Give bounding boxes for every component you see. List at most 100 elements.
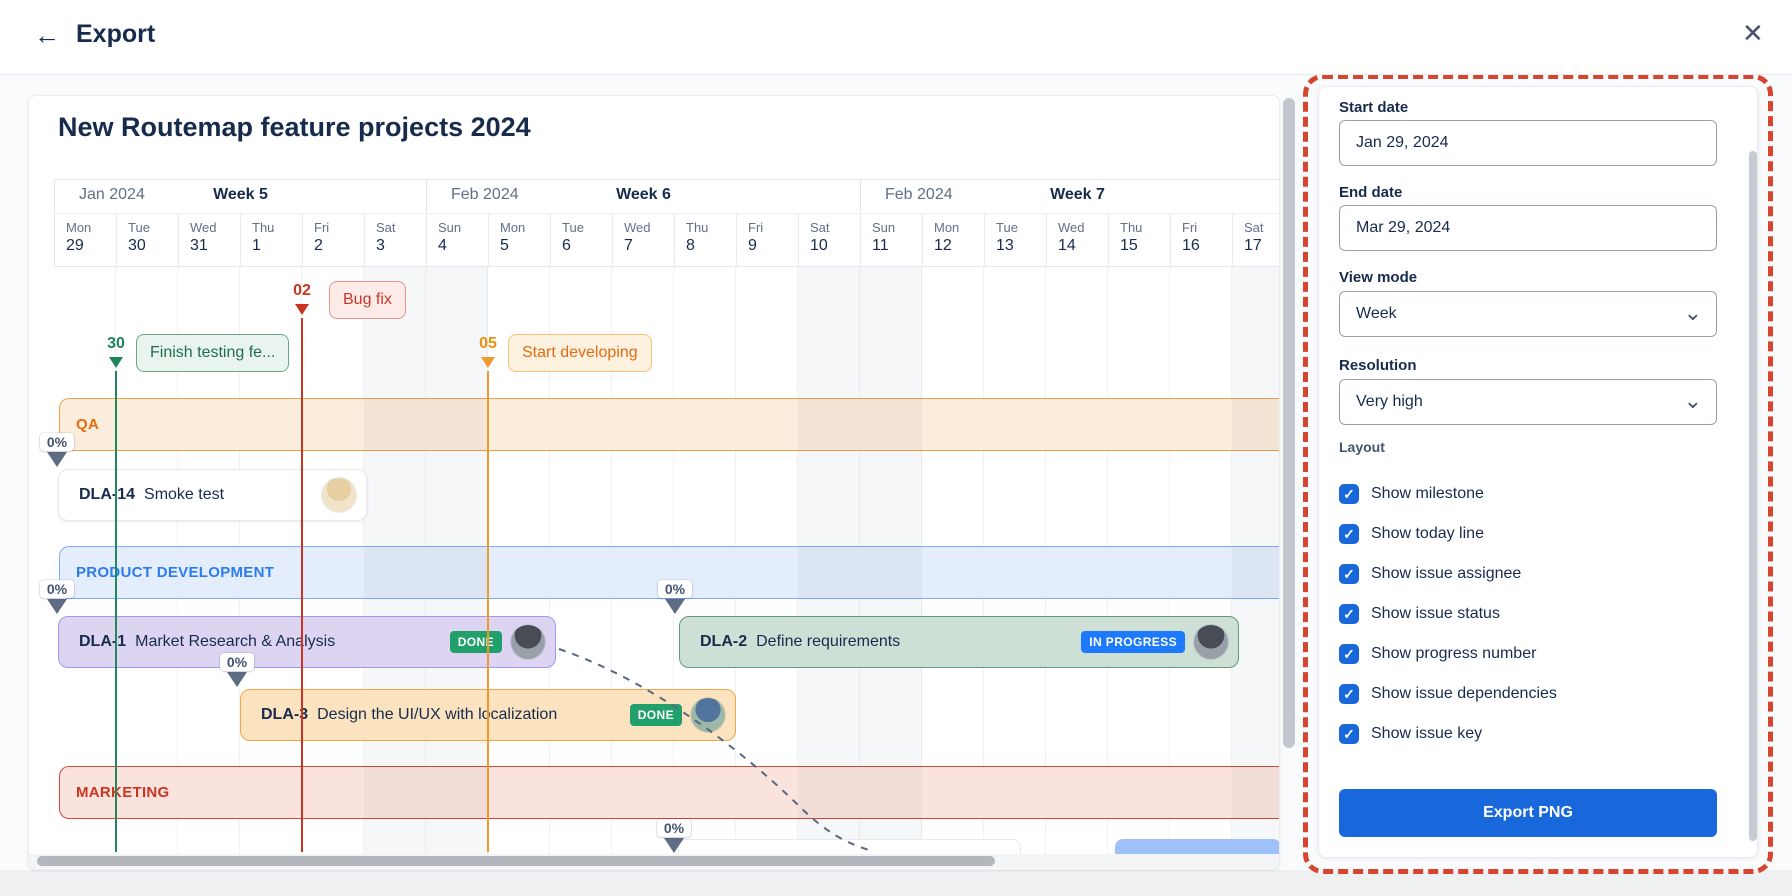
day-cell: Tue 30 <box>117 214 179 266</box>
progress-pointer-icon <box>47 452 67 467</box>
milestone-date: 02 <box>293 282 311 299</box>
milestone-chip: Finish testing fe... <box>136 334 290 372</box>
day-cell: Sat 17 <box>1233 214 1279 266</box>
assignee-avatar <box>511 625 545 659</box>
checkbox-show-issue-key[interactable]: ✓ Show issue key <box>1339 720 1729 748</box>
week-label: Week 5 <box>213 186 268 203</box>
day-cell: Thu 15 <box>1109 214 1171 266</box>
day-cell: Mon 29 <box>55 214 117 266</box>
section-label: QA <box>76 416 100 433</box>
checkbox-show-today-line[interactable]: ✓ Show today line <box>1339 520 1729 548</box>
checkbox-show-issue-assignee[interactable]: ✓ Show issue assignee <box>1339 560 1729 588</box>
month-label: Feb 2024 <box>451 186 519 203</box>
issue-name: Market Research & Analysis <box>135 633 336 650</box>
section-label: PRODUCT DEVELOPMENT <box>76 564 275 581</box>
weekend-shading <box>364 267 488 854</box>
resolution-value: Very high <box>1356 393 1423 410</box>
section-label: MARKETING <box>76 784 170 801</box>
day-cell: Thu 8 <box>675 214 737 266</box>
timeline-group: Feb 2024 Week 7 <box>861 180 1279 212</box>
milestone-chip: Start developing <box>508 334 652 372</box>
checkbox-checked-icon[interactable]: ✓ <box>1339 644 1359 664</box>
back-arrow-icon[interactable]: ← <box>34 20 60 50</box>
day-cell: Sun 4 <box>427 214 489 266</box>
checkbox-label: Show today line <box>1371 525 1484 542</box>
end-date-input[interactable]: Mar 29, 2024 <box>1339 205 1717 251</box>
day-cell: Wed 7 <box>613 214 675 266</box>
resolution-select[interactable]: Very high ⌄ <box>1339 379 1717 425</box>
day-cell: Sat 3 <box>365 214 427 266</box>
checkbox-label: Show milestone <box>1371 485 1484 502</box>
start-date-label: Start date <box>1339 99 1409 116</box>
week-label: Week 7 <box>1050 186 1105 203</box>
progress-marker: 0% <box>29 580 89 614</box>
checkbox-checked-icon[interactable]: ✓ <box>1339 604 1359 624</box>
milestone-marker-icon <box>109 357 123 368</box>
timeline-group: Feb 2024 Week 6 <box>427 180 861 212</box>
weekend-shading <box>1232 267 1279 854</box>
issue-name: Smoke test <box>144 486 225 503</box>
milestone-marker-icon <box>481 357 495 368</box>
checkbox-label: Show issue dependencies <box>1371 685 1557 702</box>
checkbox-show-progress-number[interactable]: ✓ Show progress number <box>1339 640 1729 668</box>
day-cell: Fri 2 <box>303 214 365 266</box>
checkbox-checked-icon[interactable]: ✓ <box>1339 564 1359 584</box>
layout-section-label: Layout <box>1339 439 1385 455</box>
milestone-chip: Bug fix <box>329 281 406 319</box>
chart-title: New Routemap feature projects 2024 <box>58 112 531 142</box>
week-label: Week 6 <box>616 186 671 203</box>
milestone-line-start-developing <box>487 371 489 852</box>
assignee-avatar <box>1194 625 1228 659</box>
progress-pointer-icon <box>227 672 247 687</box>
horizontal-scrollbar-thumb[interactable] <box>37 856 995 866</box>
gantt-preview-card: New Routemap feature projects 2024 Jan 2… <box>28 95 1280 870</box>
milestone-marker-icon <box>295 304 309 315</box>
checkbox-show-issue-dependencies[interactable]: ✓ Show issue dependencies <box>1339 680 1729 708</box>
progress-pointer-icon <box>664 838 684 853</box>
checkbox-checked-icon[interactable]: ✓ <box>1339 484 1359 504</box>
day-cell: Mon 5 <box>489 214 551 266</box>
timeline-group-header: Jan 2024 Week 5 Feb 2024 Week 6 Feb 2024… <box>54 179 1279 213</box>
checkbox-checked-icon[interactable]: ✓ <box>1339 524 1359 544</box>
task-bar-dla-14: DLA-14 Smoke test <box>58 469 367 521</box>
panel-scrollbar-thumb[interactable] <box>1749 151 1757 841</box>
resolution-label: Resolution <box>1339 357 1417 374</box>
checkbox-show-milestone[interactable]: ✓ Show milestone <box>1339 480 1729 508</box>
assignee-avatar <box>322 478 356 512</box>
issue-key: DLA-14 <box>79 486 136 503</box>
issue-key: DLA-1 <box>79 633 127 650</box>
close-icon[interactable]: ✕ <box>1742 18 1764 48</box>
checkbox-show-issue-status[interactable]: ✓ Show issue status <box>1339 600 1729 628</box>
day-cell: Tue 6 <box>551 214 613 266</box>
page-background-strip <box>0 870 1792 896</box>
export-options-panel: Start date Jan 29, 2024 End date Mar 29,… <box>1318 86 1758 858</box>
milestone-line-bugfix <box>301 318 303 852</box>
checkbox-checked-icon[interactable]: ✓ <box>1339 684 1359 704</box>
checkbox-label: Show issue key <box>1371 725 1483 742</box>
task-bar-dla-1: DLA-1 Market Research & Analysis DONE <box>58 616 556 668</box>
vertical-scrollbar-thumb[interactable] <box>1283 98 1295 748</box>
timeline-day-header: Mon 29 Tue 30 Wed 31 Thu 1 Fri 2 Sat 3 Sun 4 Mo… <box>54 213 1279 267</box>
day-cell: Mon 12 <box>923 214 985 266</box>
start-date-input[interactable]: Jan 29, 2024 <box>1339 120 1717 166</box>
progress-marker: 0% <box>643 580 707 614</box>
checkbox-checked-icon[interactable]: ✓ <box>1339 724 1359 744</box>
timeline-group: Jan 2024 Week 5 <box>55 180 427 212</box>
checkbox-label: Show issue assignee <box>1371 565 1522 582</box>
day-cell: Wed 31 <box>179 214 241 266</box>
view-mode-value: Week <box>1356 305 1397 322</box>
day-cell: Sun 11 <box>861 214 923 266</box>
progress-marker: 0% <box>29 433 89 467</box>
issue-name: Design the UI/UX with localization <box>317 706 558 723</box>
chevron-down-icon: ⌄ <box>1683 300 1702 325</box>
day-cell: Fri 16 <box>1171 214 1233 266</box>
chevron-down-icon: ⌄ <box>1683 388 1702 413</box>
view-mode-select[interactable]: Week ⌄ <box>1339 291 1717 337</box>
export-png-button[interactable]: Export PNG <box>1339 789 1717 837</box>
assignee-avatar <box>691 698 725 732</box>
progress-marker: 0% <box>642 819 706 853</box>
section-band-marketing: MARKETING <box>59 766 1279 819</box>
status-badge: IN PROGRESS <box>1081 631 1185 653</box>
day-cell: Tue 13 <box>985 214 1047 266</box>
header: ← Export ✕ <box>0 0 1792 75</box>
